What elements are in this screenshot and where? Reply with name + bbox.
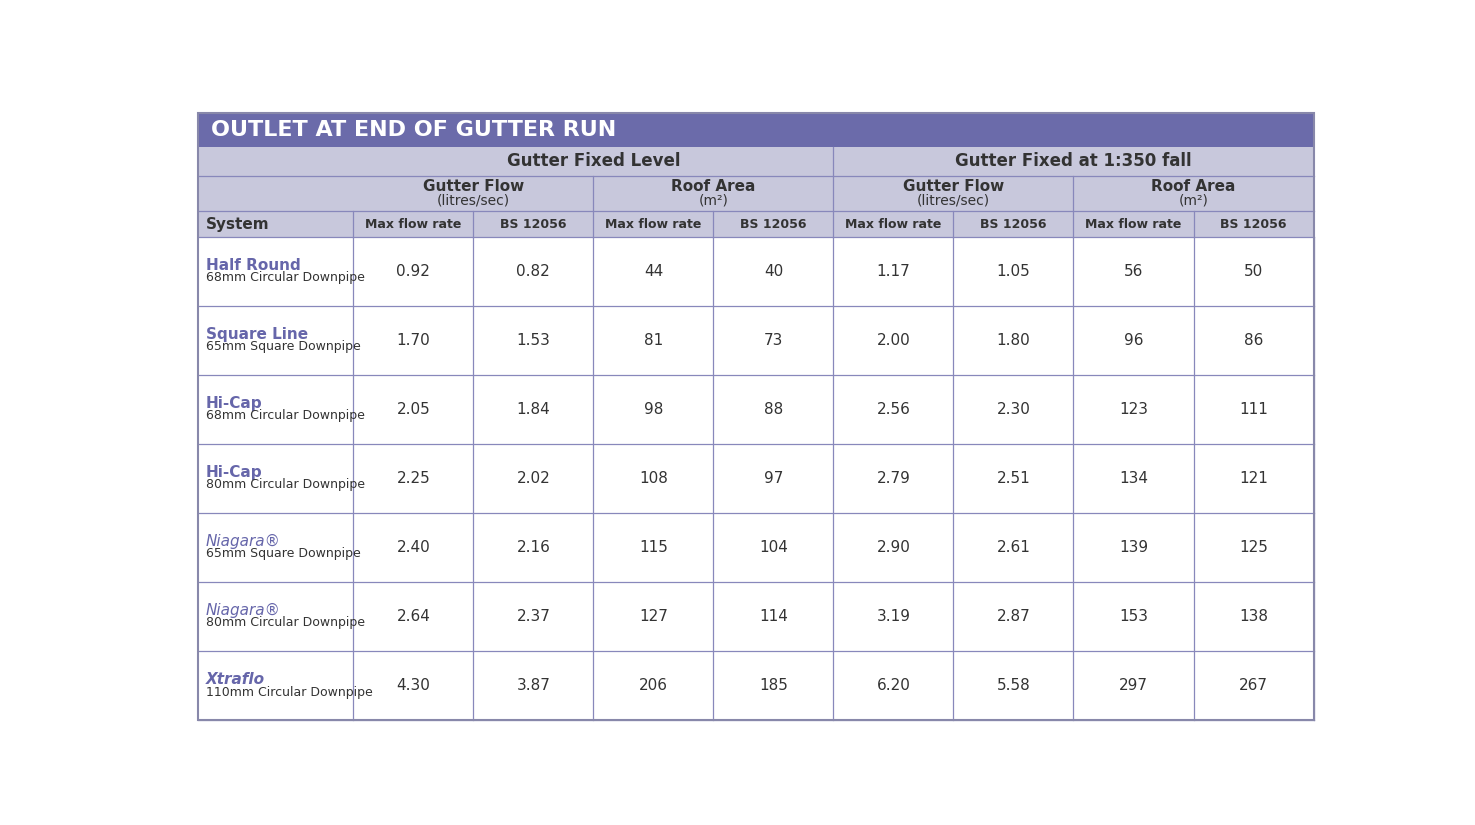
Text: 4.30: 4.30 <box>397 678 431 693</box>
Text: 2.25: 2.25 <box>397 471 431 486</box>
Bar <box>198 147 1314 237</box>
Text: Max flow rate: Max flow rate <box>845 218 941 231</box>
Text: 65mm Square Downpipe: 65mm Square Downpipe <box>207 547 361 560</box>
Text: 80mm Circular Downpipe: 80mm Circular Downpipe <box>207 616 366 629</box>
Text: 206: 206 <box>639 678 668 693</box>
Text: Max flow rate: Max flow rate <box>366 218 462 231</box>
Text: 2.30: 2.30 <box>997 402 1031 417</box>
Text: 6.20: 6.20 <box>876 678 910 693</box>
Text: Gutter Fixed at 1:350 fall: Gutter Fixed at 1:350 fall <box>956 153 1192 171</box>
Text: 80mm Circular Downpipe: 80mm Circular Downpipe <box>207 478 366 491</box>
Text: 3.19: 3.19 <box>876 610 910 625</box>
Text: 115: 115 <box>639 540 668 555</box>
Text: 2.37: 2.37 <box>516 610 550 625</box>
Text: Niagara®: Niagara® <box>207 534 280 549</box>
Text: 2.87: 2.87 <box>997 610 1031 625</box>
Text: Niagara®: Niagara® <box>207 603 280 618</box>
Text: 297: 297 <box>1120 678 1148 693</box>
Text: 3.87: 3.87 <box>516 678 550 693</box>
Text: 50: 50 <box>1243 264 1263 279</box>
Text: 123: 123 <box>1120 402 1148 417</box>
Text: 1.84: 1.84 <box>516 402 550 417</box>
Text: 96: 96 <box>1124 333 1143 348</box>
Text: 2.00: 2.00 <box>876 333 910 348</box>
Text: 86: 86 <box>1243 333 1263 348</box>
Bar <box>198 237 1314 720</box>
Text: 44: 44 <box>643 264 664 279</box>
Text: 2.16: 2.16 <box>516 540 550 555</box>
Text: 1.70: 1.70 <box>397 333 431 348</box>
Text: 1.80: 1.80 <box>997 333 1031 348</box>
Text: 1.05: 1.05 <box>997 264 1031 279</box>
Text: 88: 88 <box>764 402 783 417</box>
Text: 0.92: 0.92 <box>397 264 431 279</box>
Text: Half Round: Half Round <box>207 257 301 273</box>
Text: 185: 185 <box>760 678 788 693</box>
Text: 56: 56 <box>1124 264 1143 279</box>
Text: 1.53: 1.53 <box>516 333 550 348</box>
Text: BS 12056: BS 12056 <box>981 218 1047 231</box>
Text: BS 12056: BS 12056 <box>740 218 807 231</box>
Text: 2.40: 2.40 <box>397 540 431 555</box>
Text: 68mm Circular Downpipe: 68mm Circular Downpipe <box>207 409 364 422</box>
Text: 111: 111 <box>1239 402 1268 417</box>
Text: Roof Area: Roof Area <box>1152 179 1236 194</box>
Text: 153: 153 <box>1120 610 1148 625</box>
Text: Roof Area: Roof Area <box>671 179 755 194</box>
Text: 2.61: 2.61 <box>997 540 1031 555</box>
Text: (litres/sec): (litres/sec) <box>437 194 510 208</box>
Text: (m²): (m²) <box>699 194 729 208</box>
Text: 1.17: 1.17 <box>876 264 910 279</box>
Text: 121: 121 <box>1239 471 1268 486</box>
Text: (m²): (m²) <box>1179 194 1208 208</box>
Text: 267: 267 <box>1239 678 1268 693</box>
Text: Xtraflo: Xtraflo <box>207 672 266 687</box>
Text: 108: 108 <box>639 471 668 486</box>
Text: 2.05: 2.05 <box>397 402 431 417</box>
Text: 2.90: 2.90 <box>876 540 910 555</box>
Text: Max flow rate: Max flow rate <box>1086 218 1181 231</box>
Text: 2.56: 2.56 <box>876 402 910 417</box>
Text: 114: 114 <box>760 610 788 625</box>
Text: 127: 127 <box>639 610 668 625</box>
Text: Max flow rate: Max flow rate <box>605 218 702 231</box>
Text: 139: 139 <box>1120 540 1148 555</box>
Text: 73: 73 <box>764 333 783 348</box>
Bar <box>198 113 1314 147</box>
Text: Hi-Cap: Hi-Cap <box>207 465 263 480</box>
Text: 2.02: 2.02 <box>516 471 550 486</box>
Text: 125: 125 <box>1239 540 1268 555</box>
Text: Gutter Fixed Level: Gutter Fixed Level <box>506 153 680 171</box>
Text: 2.51: 2.51 <box>997 471 1031 486</box>
Text: 138: 138 <box>1239 610 1268 625</box>
Text: System: System <box>207 217 270 232</box>
Text: 40: 40 <box>764 264 783 279</box>
Text: 81: 81 <box>643 333 664 348</box>
Text: BS 12056: BS 12056 <box>500 218 566 231</box>
Text: 0.82: 0.82 <box>516 264 550 279</box>
Text: (litres/sec): (litres/sec) <box>917 194 990 208</box>
Text: 97: 97 <box>764 471 783 486</box>
Text: OUTLET AT END OF GUTTER RUN: OUTLET AT END OF GUTTER RUN <box>211 120 617 139</box>
Text: Square Line: Square Line <box>207 327 308 342</box>
Text: 134: 134 <box>1120 471 1148 486</box>
Text: 65mm Square Downpipe: 65mm Square Downpipe <box>207 340 361 353</box>
Text: 2.79: 2.79 <box>876 471 910 486</box>
Text: 2.64: 2.64 <box>397 610 431 625</box>
Text: Gutter Flow: Gutter Flow <box>903 179 1004 194</box>
Text: 104: 104 <box>760 540 788 555</box>
Text: Gutter Flow: Gutter Flow <box>423 179 524 194</box>
Text: 98: 98 <box>643 402 664 417</box>
Text: 5.58: 5.58 <box>997 678 1031 693</box>
Text: BS 12056: BS 12056 <box>1220 218 1286 231</box>
Text: Hi-Cap: Hi-Cap <box>207 396 263 411</box>
Text: 68mm Circular Downpipe: 68mm Circular Downpipe <box>207 271 364 284</box>
Text: 110mm Circular Downpipe: 110mm Circular Downpipe <box>207 686 373 699</box>
